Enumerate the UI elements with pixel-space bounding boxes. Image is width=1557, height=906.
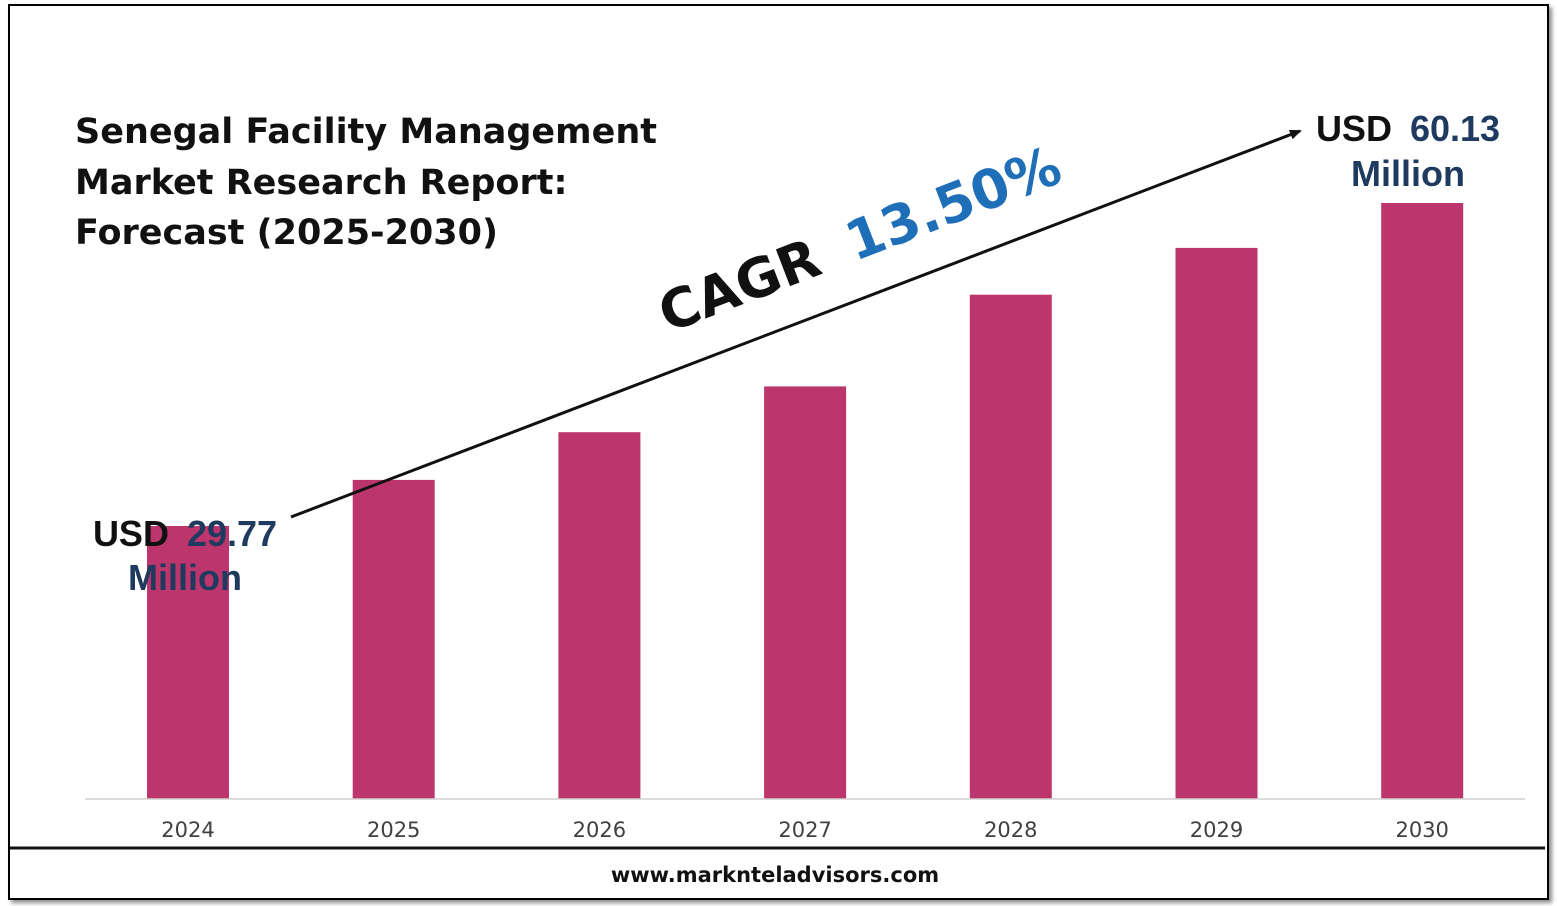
x-tick-2024: 2024 [161, 818, 214, 842]
start-unit: Million [128, 557, 242, 598]
x-tick-2027: 2027 [778, 818, 831, 842]
end-usd: USD [1316, 108, 1392, 149]
x-axis-ticks: 2024 2025 2026 2027 2028 2029 2030 [161, 818, 1449, 842]
chart-title-line-3: Forecast (2025-2030) [75, 213, 498, 253]
end-value-label: USD 60.13 Million [1316, 108, 1500, 194]
source-url[interactable]: www.marknteladvisors.com [611, 863, 939, 887]
cagr-value: 13.50% [837, 134, 1070, 273]
start-value: 29.77 [187, 513, 277, 554]
bar-2026 [558, 432, 641, 799]
bar-series [147, 203, 1464, 799]
bar-2029 [1175, 247, 1258, 799]
chart-title: Senegal Facility Management Market Resea… [75, 112, 657, 253]
cagr-prefix: CAGR [650, 226, 829, 345]
x-tick-2030: 2030 [1395, 818, 1448, 842]
start-usd: USD [93, 513, 169, 554]
x-tick-2026: 2026 [573, 818, 626, 842]
bar-2025 [352, 479, 435, 799]
bar-2027 [764, 386, 847, 799]
chart-title-line-1: Senegal Facility Management [75, 112, 657, 152]
end-unit: Million [1351, 153, 1465, 194]
x-tick-2028: 2028 [984, 818, 1037, 842]
start-value-line-1: USD 29.77 [93, 513, 277, 554]
end-value-line-1: USD 60.13 [1316, 108, 1500, 149]
bar-2028 [969, 294, 1052, 799]
growth-arrow [290, 129, 1302, 519]
bar-2024 [147, 526, 229, 799]
chart-title-line-2: Market Research Report: [75, 163, 567, 203]
end-value: 60.13 [1410, 108, 1500, 149]
bar-2030 [1381, 203, 1464, 799]
x-tick-2025: 2025 [367, 818, 420, 842]
x-tick-2029: 2029 [1190, 818, 1243, 842]
start-value-label: USD 29.77 Million [93, 513, 277, 598]
